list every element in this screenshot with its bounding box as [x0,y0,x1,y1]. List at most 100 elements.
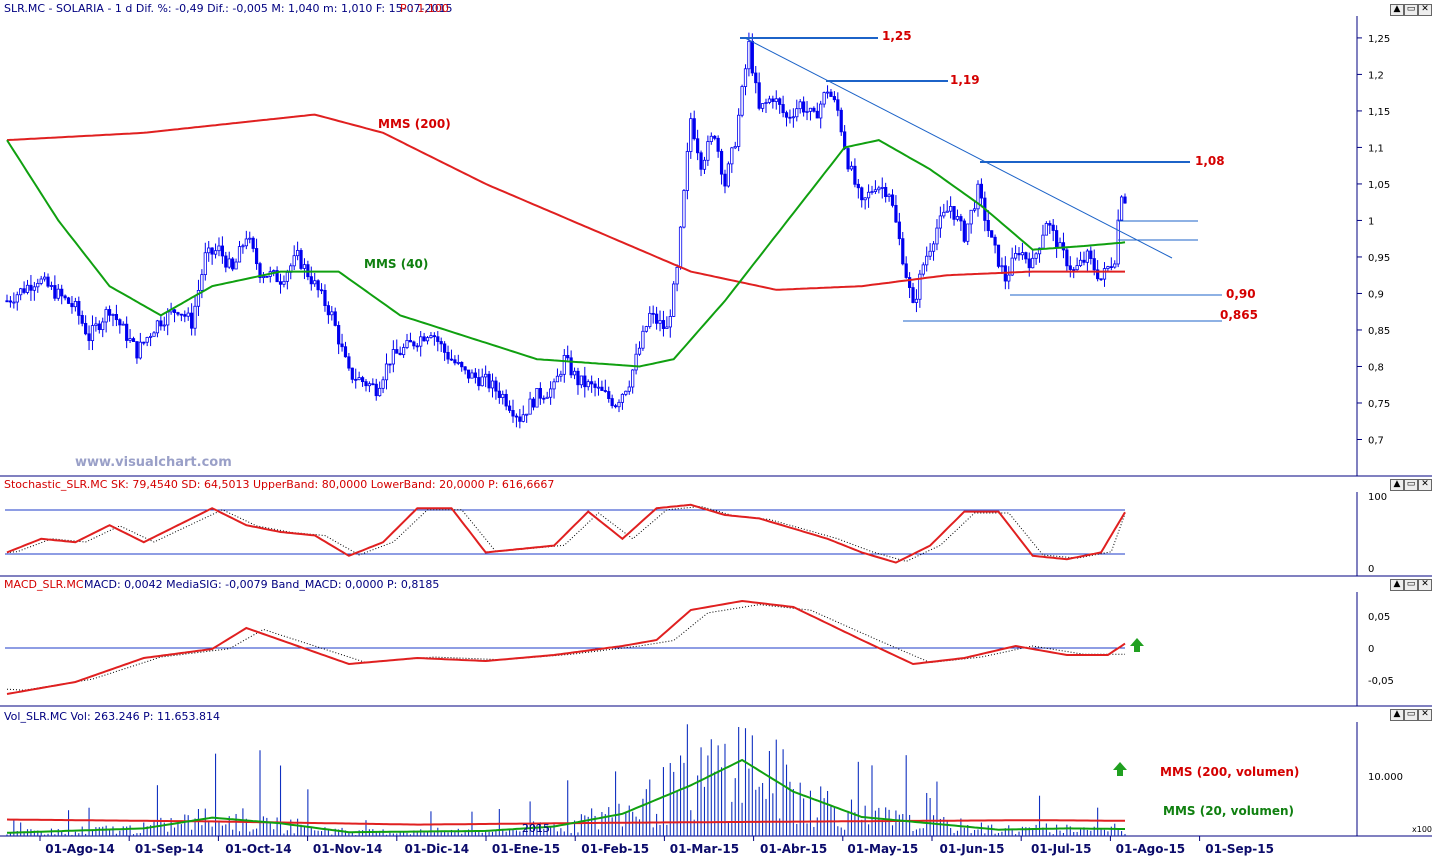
x-tick-label: 01-Oct-14 [225,842,291,856]
candle-body [901,238,905,265]
candle-body [836,99,840,111]
panel4-restore-button[interactable]: ▭ [1404,709,1418,721]
candle-body [1007,274,1011,282]
panel2-scroll-button[interactable]: ▲ [1390,479,1404,491]
candle-body [542,397,546,400]
candle-body [374,383,378,397]
candle-body [764,102,768,104]
candle-body [1089,250,1093,259]
candle-body [535,388,539,408]
candle-body [261,276,266,279]
candle-body [111,313,115,316]
candle-body [631,369,635,388]
candle-body [576,370,580,386]
candle-body [224,255,228,268]
candle-body [231,258,235,270]
candle-body [1119,196,1124,221]
candle-body [651,312,655,315]
panel2-close-button[interactable]: ✕ [1418,479,1432,491]
x-tick-label: 01-Ago-14 [45,842,114,856]
candle-body [220,245,224,257]
candle-body [819,103,823,119]
panel2-restore-button[interactable]: ▭ [1404,479,1418,491]
candle-body [713,135,717,139]
price-tick-label: 0,85 [1368,326,1390,337]
candle-body [367,383,372,387]
panel1-scroll-button[interactable]: ▲ [1390,4,1404,16]
candle-body [487,373,491,389]
panel1-restore-button[interactable]: ▭ [1404,4,1418,16]
candle-body [128,338,132,341]
candle-body [36,282,40,288]
candle-body [63,295,67,299]
panel4-scroll-button[interactable]: ▲ [1390,709,1404,721]
candle-body [131,338,136,342]
x-tick-label: 01-Ago-15 [1116,842,1185,856]
candle-body [692,118,696,140]
vol-mma20-line [6,758,1125,834]
candle-body [101,321,105,331]
candle-body [453,359,457,364]
candle-body [798,101,802,110]
price-tick-label: 1 [1368,216,1374,227]
candle-body [278,281,283,285]
candlestick-series [5,32,1127,429]
panel3-restore-button[interactable]: ▭ [1404,579,1418,591]
candle-body [689,118,693,152]
candle-body [39,278,43,284]
candle-body [443,343,447,353]
candle-body [863,197,867,201]
candle-body [258,263,262,279]
candle-body [272,270,276,273]
candle-body [56,288,60,299]
candle-body [579,375,583,386]
candle-body [740,86,744,116]
candle-body [1041,234,1045,249]
candle-body [590,381,594,385]
candle-body [966,223,970,242]
candle-body [986,220,990,232]
candle-body [53,285,57,299]
candle-body [200,274,204,291]
candle-body [422,336,426,342]
candle-body [802,101,806,113]
candle-body [490,380,495,389]
candle-body [176,312,180,315]
candle-body [118,319,122,326]
candle-body [750,40,754,74]
candle-body [405,340,409,348]
candle-body [931,243,936,252]
candle-body [29,284,33,291]
candle-body [856,183,860,189]
x-tick-label: 01-Abr-15 [760,842,827,856]
candle-body [1034,253,1038,259]
candle-body [945,210,949,213]
x-tick-label: 01-Sep-14 [135,842,204,856]
panel4-close-button[interactable]: ✕ [1418,709,1432,721]
candle-body [70,303,74,308]
panel1-close-button[interactable]: ✕ [1418,4,1432,16]
candle-body [737,114,741,147]
candle-body [754,72,758,84]
candle-body [412,341,416,347]
panel3-close-button[interactable]: ✕ [1418,579,1432,591]
candle-body [644,326,648,332]
candle-body [655,313,659,324]
x-tick-label: 01-Feb-15 [581,842,649,856]
candle-body [528,398,532,415]
candle-body [121,323,125,326]
candle-body [959,216,963,222]
candle-body [555,375,560,383]
candle-body [911,287,915,303]
candle-body [1061,242,1066,251]
mms20-vol-annotation: MMS (20, volumen) [1163,804,1294,818]
panel3-scroll-button[interactable]: ▲ [1390,579,1404,591]
candle-body [1099,278,1103,281]
candle-body [914,298,919,303]
price-tick-label: 1,15 [1368,107,1390,118]
candle-body [733,146,737,149]
candle-body [849,165,854,170]
candle-body [610,398,614,407]
candle-body [904,263,908,278]
candle-body [572,370,577,376]
